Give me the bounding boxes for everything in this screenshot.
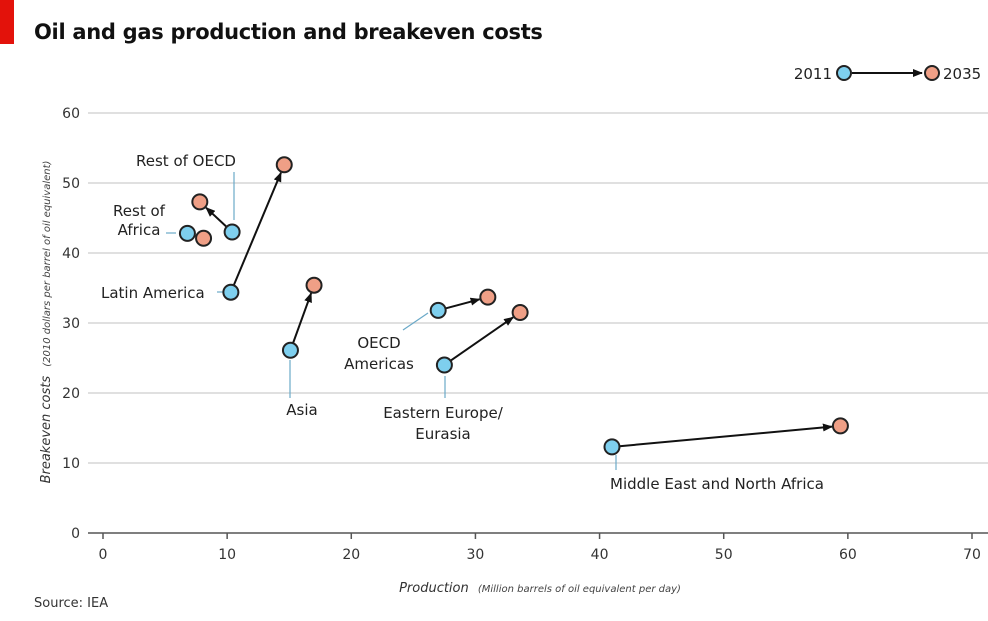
point-2035 [275, 156, 293, 174]
label-oecd-americas: OECD Americas [344, 334, 414, 373]
y-tick-label: 30 [62, 316, 80, 332]
gridlines [88, 112, 988, 464]
arrows [185, 171, 833, 448]
point-2011 [281, 341, 299, 359]
label-leaders [166, 172, 617, 470]
label-leader [402, 312, 429, 331]
y-tick-label: 50 [62, 176, 80, 192]
source-note: Source: IEA [34, 596, 109, 611]
legend-2035-marker [924, 65, 940, 81]
point-2035 [305, 276, 323, 294]
y-axis-title: Breakeven costs (2010 dollars per barrel… [35, 161, 54, 484]
region-labels: Rest of OECD Rest of Africa Latin America As… [101, 152, 824, 493]
point-2035 [191, 193, 209, 211]
y-tick-label: 60 [62, 106, 80, 122]
label-rest-of-oecd: Rest of OECD [136, 152, 236, 170]
legend-2011-label: 2011 [794, 65, 832, 83]
y-tick-label: 20 [62, 386, 80, 402]
label-eastern-europe-eurasia: Eastern Europe/Eurasia [383, 404, 504, 443]
brand-red-tag [0, 0, 14, 44]
x-tick-label: 50 [715, 547, 733, 563]
point-2035 [479, 288, 497, 306]
label-middle-east-and-north-africa: Middle East and North Africa [610, 475, 824, 493]
point-2035 [511, 304, 529, 321]
x-tick-label: 40 [591, 547, 609, 563]
points [178, 156, 849, 456]
arrow-eastern-europe-eurasia [449, 316, 514, 362]
y-tick-labels: 0 10 20 30 40 50 60 [62, 106, 80, 542]
arrow-middle-east-and-north-africa [619, 423, 833, 448]
x-tick-label: 10 [218, 547, 236, 563]
chart-title: Oil and gas production and breakeven cos… [34, 20, 543, 44]
x-tick-label: 20 [342, 547, 360, 563]
point-2011 [223, 223, 241, 241]
legend: 2011 2035 [794, 65, 981, 83]
arrow-rest-of-oecd [205, 206, 228, 228]
point-2011 [435, 356, 453, 374]
point-2035 [831, 417, 849, 435]
label-latin-america: Latin America [101, 284, 205, 302]
y-tick-label: 0 [71, 526, 80, 542]
x-axis-title: Production (Million barrels of oil equiv… [399, 577, 681, 596]
x-axis: 0 10 20 30 40 50 60 70 [88, 532, 988, 563]
point-2011 [603, 438, 621, 456]
y-tick-label: 10 [62, 456, 80, 472]
x-tick-label: 0 [99, 547, 108, 563]
point-2011 [429, 301, 447, 319]
label-asia: Asia [286, 401, 317, 419]
point-2011 [178, 224, 196, 242]
x-tick-label: 30 [467, 547, 485, 563]
point-2035 [195, 229, 213, 247]
arrow-oecd-americas [445, 297, 481, 310]
y-tick-label: 40 [62, 246, 80, 262]
x-tick-label: 70 [963, 547, 981, 563]
label-rest-of-africa: Rest of Africa [113, 202, 166, 239]
legend-2011-marker [836, 65, 852, 81]
arrow-asia [292, 292, 313, 344]
point-2011 [222, 283, 240, 301]
x-tick-label: 60 [839, 547, 857, 563]
arrow-latin-america [232, 171, 282, 286]
legend-2035-label: 2035 [943, 65, 981, 83]
